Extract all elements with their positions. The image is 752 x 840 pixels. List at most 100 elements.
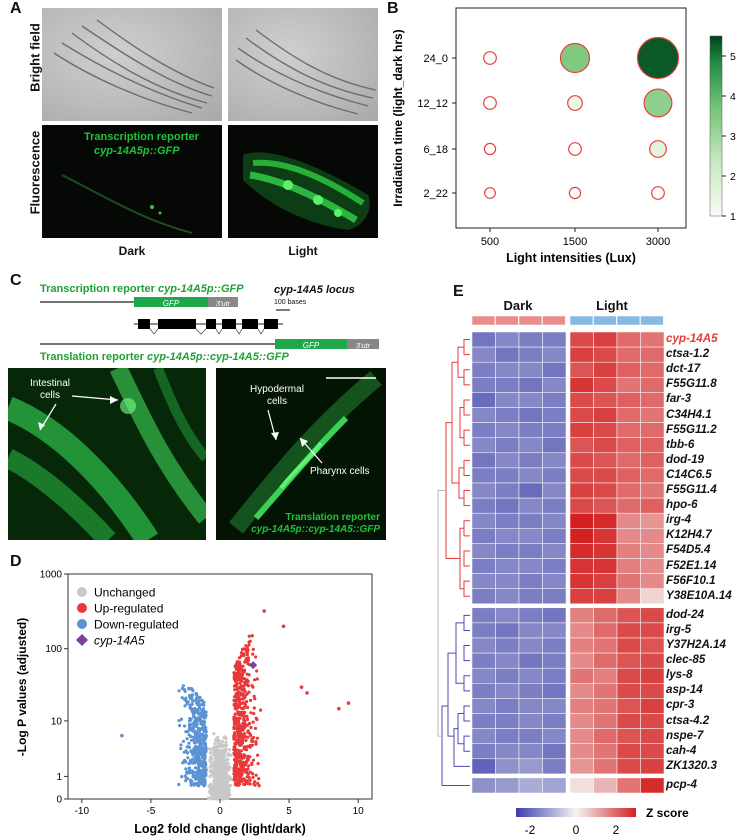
unchanged-point <box>223 796 227 800</box>
heatmap-cell-F55G11.4-Dark1 <box>471 482 496 499</box>
fluorescence-light-image <box>228 125 378 238</box>
heatmap-cell-cpr-3-Light2 <box>593 698 618 714</box>
gene-label-F55G11.2: F55G11.2 <box>666 422 717 436</box>
unchanged-point <box>218 795 222 799</box>
down-regulated-point <box>189 783 193 787</box>
down-regulated-point <box>200 775 204 779</box>
heatmap-cell-K12H4.7-Dark4 <box>542 528 567 544</box>
utr-label-1: 3'utr <box>216 299 231 308</box>
gene-label-ZK1320.3: ZK1320.3 <box>666 758 717 772</box>
gene-construct-diagram: GFP 3'utr GFP 3'utr <box>40 297 379 350</box>
heatmap-cell-Y37H2A.14-Light3 <box>616 637 641 654</box>
heatmap-cell-clec-85-Light1 <box>569 652 594 669</box>
heatmap-cell-ctsa-4.2-Light4 <box>640 713 665 729</box>
heatmap-cell-K12H4.7-Dark1 <box>471 528 496 544</box>
down-regulated-point <box>196 745 200 749</box>
legend-marker-2 <box>77 619 87 629</box>
heatmap-cell-F55G11.2-Dark3 <box>518 422 543 438</box>
up-regulated-point <box>232 715 236 719</box>
up-regulated-point <box>234 693 238 697</box>
bright-field-label: Bright field <box>27 23 43 92</box>
up-regulated-point <box>240 673 245 677</box>
heatmap-cell-F55G11.4-Dark2 <box>495 482 520 499</box>
up-regulated-point <box>241 735 245 739</box>
up-regulated-point <box>244 644 248 648</box>
hypodermal-arrows <box>267 409 323 464</box>
down-regulated-point <box>182 688 187 692</box>
heatmap-cell-ctsa-1.2-Light1 <box>569 346 594 363</box>
unchanged-point <box>228 765 232 769</box>
bright-worm-light <box>243 152 370 230</box>
up-regulated-point <box>247 744 251 748</box>
bubble-y-axis-label: Irradiation time (light_dark hrs) <box>391 29 405 206</box>
bubble-y-tick-24_0: 24_0 <box>424 53 448 65</box>
gene-label-tbb-6: tbb-6 <box>666 437 695 451</box>
hypodermal-label: Hypodermal cells <box>250 384 304 408</box>
heatmap-cell-cpr-3-Dark1 <box>471 698 496 714</box>
up-regulated-point <box>234 738 238 742</box>
translation-rep-line1: Translation reporter <box>285 512 380 523</box>
heatmap-cell-cah-4-Dark3 <box>518 743 543 760</box>
up-regulated-point <box>233 731 237 735</box>
heatmap-light-label: Light <box>596 298 628 313</box>
down-regulated-point <box>182 724 187 728</box>
gfp-box-1 <box>134 297 208 307</box>
heatmap-cell-cpr-3-Light3 <box>616 698 641 714</box>
gene-label-dct-17: dct-17 <box>666 362 701 376</box>
bubble-500-12_12 <box>483 96 497 110</box>
up-regulated-point <box>233 664 237 668</box>
bubble-3000-6_18 <box>649 140 667 158</box>
up-regulated-point <box>238 743 242 747</box>
down-regulated-point <box>196 760 200 764</box>
heatmap-cell-C14C6.5-Light4 <box>640 467 665 484</box>
utr-box-2 <box>347 339 379 349</box>
col-label-light: Light <box>288 244 318 258</box>
heatmap-cell-irg-5-Dark1 <box>471 622 496 639</box>
up-regulated-point <box>243 710 247 714</box>
dendro-blue-leaf <box>463 705 470 722</box>
heatmap-cell-Y37H2A.14-Dark2 <box>495 637 520 654</box>
heatmap-cell-Y37H2A.14-Light2 <box>593 637 618 654</box>
unchanged-point <box>207 796 211 800</box>
dendro-red-leaf <box>463 369 470 386</box>
heatmap-cell-dod-24-Dark1 <box>471 607 496 624</box>
down-regulated-point <box>202 739 206 743</box>
up-regulated-point <box>254 773 258 777</box>
down-regulated-point <box>191 712 195 716</box>
up-regulated-point <box>239 749 243 753</box>
dendro-root <box>437 490 446 737</box>
up-regulated-point <box>238 759 242 763</box>
transcription-name: cyp-14A5p::GFP <box>157 283 244 295</box>
heatmap-cell-F54D5.4-Light1 <box>569 543 594 559</box>
heatmap-cell-C34H4.1-Light1 <box>569 407 594 423</box>
down-regulated-point <box>187 766 192 770</box>
heatmap-cell-Y38E10A.14-Dark4 <box>542 588 567 605</box>
up-regulated-point <box>246 656 250 660</box>
down-regulated-point <box>189 706 193 710</box>
colorbar-tick-2: 2 <box>730 171 736 183</box>
unchanged-point <box>221 751 225 755</box>
dendro-red-leaf <box>463 580 470 597</box>
heatmap-cell-F52E1.14-Light1 <box>569 558 594 574</box>
heatmap-cell-Y38E10A.14-Light1 <box>569 588 594 605</box>
heatmap-cell-Y38E10A.14-Dark2 <box>495 588 520 605</box>
down-regulated-point <box>179 717 184 721</box>
unchanged-point <box>208 758 212 762</box>
colorbar-tick-3: 3 <box>730 131 736 143</box>
up-regulated-point <box>239 774 243 779</box>
heatmap-cell-pcp-4-Dark1 <box>471 777 496 794</box>
column-annotation-Light3 <box>616 315 641 326</box>
heatmap-cell-irg-5-Dark3 <box>518 622 543 639</box>
gene-label-F52E1.14: F52E1.14 <box>666 558 717 572</box>
heatmap-cell-cah-4-Light2 <box>593 743 618 760</box>
unchanged-point <box>224 790 228 794</box>
heatmap-cell-cyp-14A5-Light4 <box>640 331 665 348</box>
heatmap-cell-clec-85-Dark4 <box>542 652 567 669</box>
up-regulated-point <box>235 686 239 690</box>
volcano-x-tick--5: -5 <box>146 806 155 817</box>
heatmap-cell-hpo-6-Light2 <box>593 497 618 514</box>
up-regulated-point <box>238 686 242 690</box>
up-regulated-point <box>243 703 247 707</box>
down-regulated-point <box>181 684 185 688</box>
heatmap-cell-far-3-Light3 <box>616 392 641 408</box>
